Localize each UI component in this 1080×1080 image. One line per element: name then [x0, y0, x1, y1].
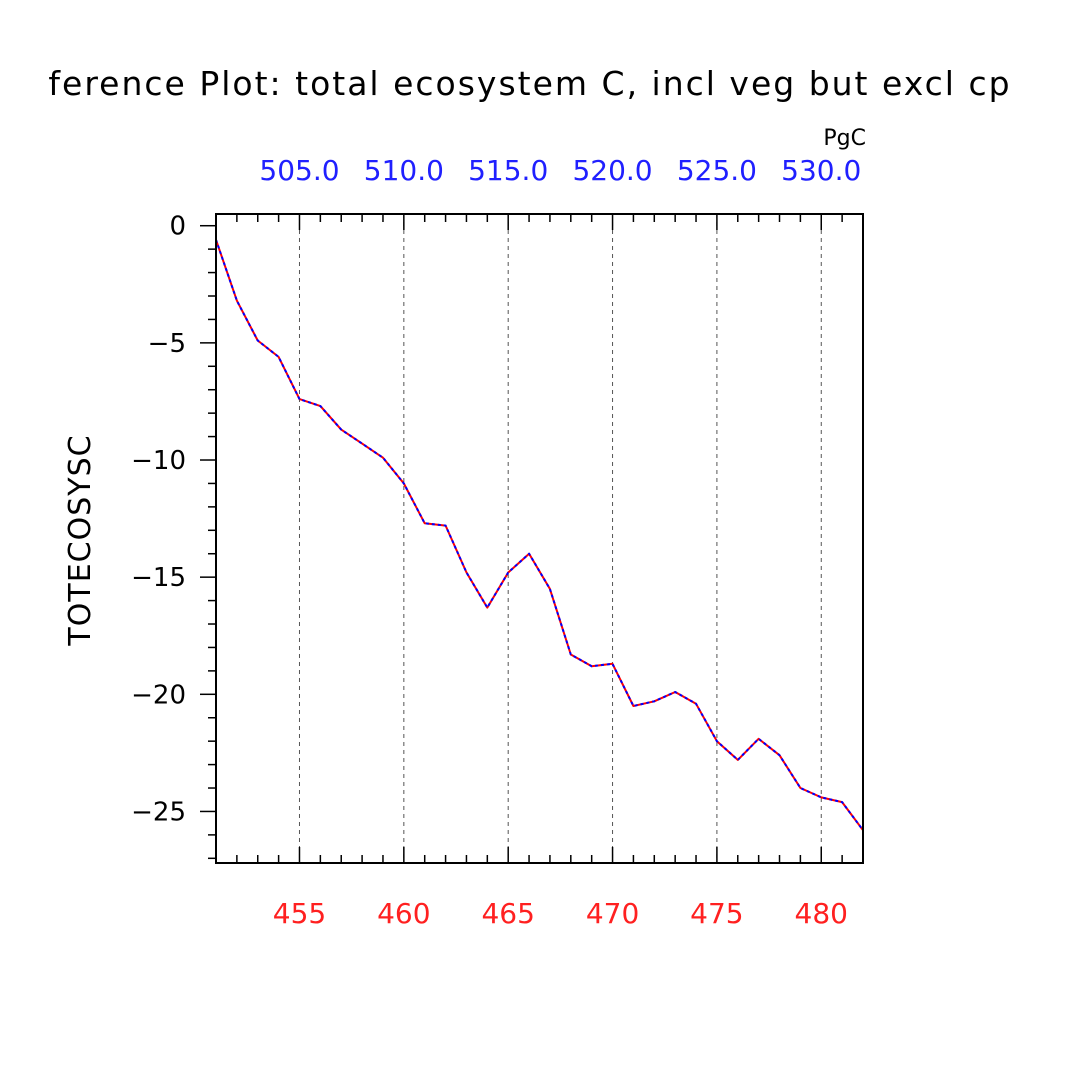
y-tick-label: −20 [131, 680, 186, 710]
top-tick-label: 510.0 [364, 154, 444, 187]
x-tick-label: 475 [690, 897, 743, 930]
series-lines [215, 239, 864, 831]
top-tick-label: 515.0 [468, 154, 548, 187]
series-line-2 [215, 239, 864, 831]
top-tick-label: 505.0 [259, 154, 339, 187]
y-tick-label: −10 [131, 446, 186, 476]
plot-frame [215, 213, 864, 864]
x-tick-label: 455 [273, 897, 326, 930]
top-tick-label: 525.0 [677, 154, 757, 187]
tick-labels: 455 460 465 470 475 480 505.0 510.0 515.0 520.0 52… [131, 154, 861, 930]
x-tick-label: 480 [795, 897, 848, 930]
y-tick-label: −5 [148, 329, 186, 359]
x-tick-label: 465 [481, 897, 534, 930]
axis-ticks [200, 214, 864, 863]
chart-title: ference Plot: total ecosystem C, incl ve… [48, 64, 1011, 103]
x-tick-label: 460 [377, 897, 430, 930]
y-axis-label: TOTECOSYSC [63, 434, 98, 646]
y-tick-label: −25 [131, 797, 186, 827]
top-tick-label: 530.0 [781, 154, 861, 187]
x-tick-label: 470 [586, 897, 639, 930]
units-label: PgC [823, 126, 866, 151]
y-tick-label: 0 [169, 212, 186, 242]
top-tick-label: 520.0 [572, 154, 652, 187]
y-tick-label: −15 [131, 563, 186, 593]
